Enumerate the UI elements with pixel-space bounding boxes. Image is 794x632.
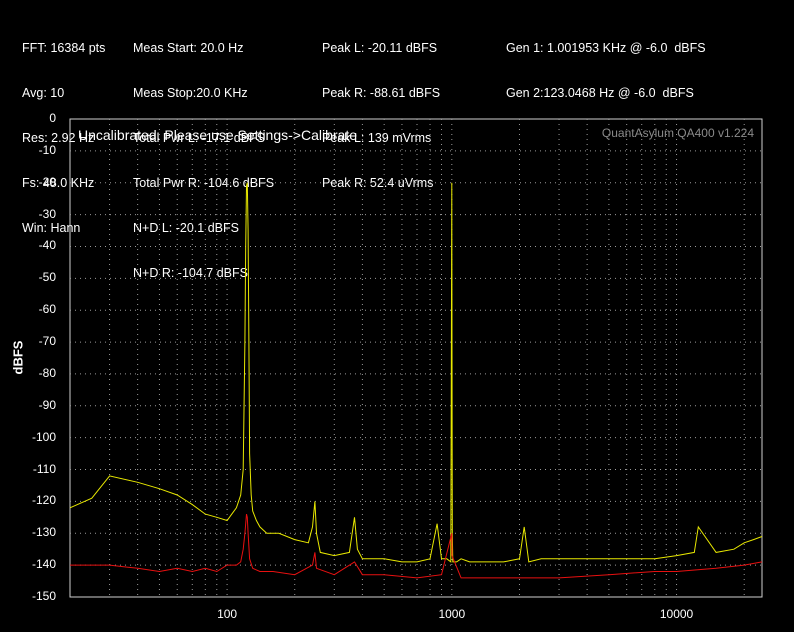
plot-frame <box>69 118 763 598</box>
y-tick-label: -40 <box>38 238 56 253</box>
y-tick-label: -150 <box>31 589 56 603</box>
y-tick-label: 0 <box>49 111 56 125</box>
y-tick-label: -90 <box>38 397 56 412</box>
generator-block: Gen 1: 1.001953 KHz @ -6.0 dBFS Gen 2:12… <box>506 11 706 116</box>
meas-start: Meas Start: 20.0 Hz <box>133 41 244 55</box>
x-tick-label: 100 <box>217 607 238 621</box>
y-tick-label: -120 <box>31 493 56 508</box>
noise-distortion-left: N+D L: -20.1 dBFS <box>133 221 239 235</box>
calibration-notice: Uncalibrated. Please use Settings->Calib… <box>78 127 357 143</box>
y-tick-label: -110 <box>32 461 56 476</box>
total-power-left: Total Pwr L: -17.1 dBFS <box>133 131 266 145</box>
averages: Avg: 10 <box>22 86 65 100</box>
series-line-left <box>69 182 763 563</box>
y-tick-label: -70 <box>38 334 56 349</box>
y-tick-label: -50 <box>38 270 56 285</box>
y-tick-label: -80 <box>38 365 56 380</box>
measurement-block: Meas Start: 20.0 Hz Meas Stop:20.0 KHz T… <box>133 11 274 296</box>
noise-distortion-right: N+D R: -104.7 dBFS <box>133 266 248 280</box>
y-tick-label: -10 <box>38 142 56 157</box>
y-tick-label: -30 <box>38 206 56 221</box>
resolution: Res: 2.92 Hz <box>22 131 95 145</box>
y-tick-label: -20 <box>38 174 56 189</box>
series-line-right <box>70 513 763 579</box>
peak-left-dbfs: Peak L: -20.11 dBFS <box>322 41 438 55</box>
brand-label: QuantAsylum QA400 v1.224 <box>601 126 754 140</box>
x-tick-label: 1000 <box>438 607 466 621</box>
generator-2: Gen 2:123.0468 Hz @ -6.0 dBFS <box>506 86 694 100</box>
x-tick-label: 10000 <box>659 607 694 621</box>
generator-1: Gen 1: 1.001953 KHz @ -6.0 dBFS <box>506 41 706 55</box>
meas-stop: Meas Stop:20.0 KHz <box>133 86 248 100</box>
peak-right-dbfs: Peak R: -88.61 dBFS <box>322 86 441 100</box>
window-type: Win: Hann <box>22 221 81 235</box>
fft-points: FFT: 16384 pts <box>22 41 106 55</box>
y-tick-label: -100 <box>31 429 56 444</box>
y-tick-label: -130 <box>31 525 56 540</box>
y-axis-label: dBFS <box>10 340 26 375</box>
sample-rate: Fs: 48.0 KHz <box>22 176 95 190</box>
y-tick-label: -60 <box>38 302 56 317</box>
fft-settings-block: FFT: 16384 pts Avg: 10 Res: 2.92 Hz Fs: … <box>22 11 105 251</box>
total-power-right: Total Pwr R: -104.6 dBFS <box>133 176 275 190</box>
y-tick-label: -140 <box>31 557 56 572</box>
